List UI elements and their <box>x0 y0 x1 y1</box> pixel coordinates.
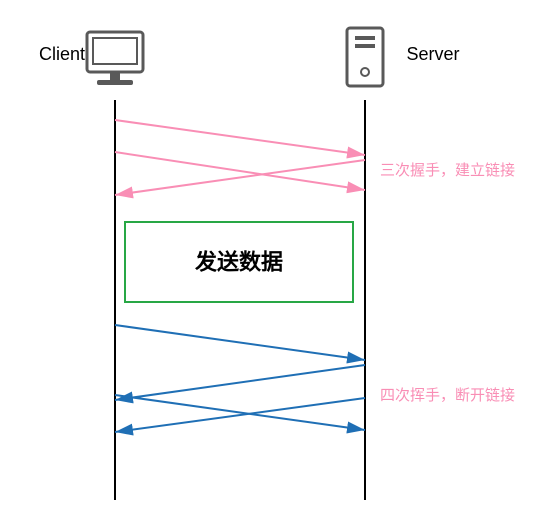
tcp-sequence-diagram: Client Server 三次握手，建立链接发送数据四次挥手，断开链接 <box>0 0 549 507</box>
server-label: Server <box>406 44 459 64</box>
wave-annotation: 四次挥手，断开链接 <box>380 387 515 404</box>
handshake-annotation: 三次握手，建立链接 <box>380 162 515 179</box>
data-transfer-label: 发送数据 <box>194 250 283 275</box>
client-label: Client <box>39 44 85 64</box>
